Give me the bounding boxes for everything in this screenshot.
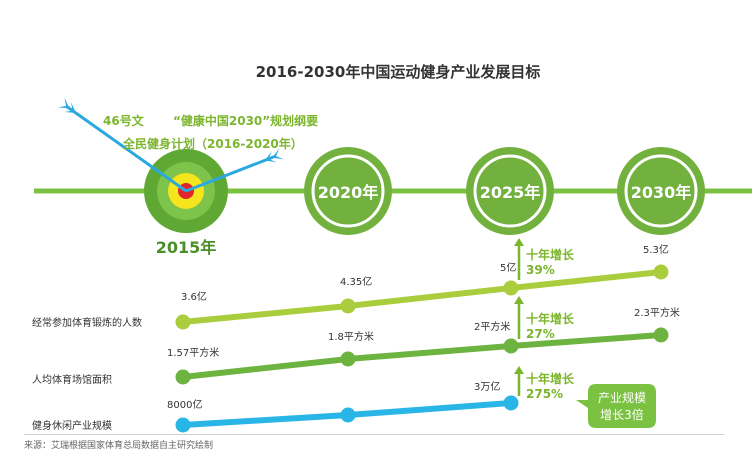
source-divider [24, 434, 724, 435]
policy-46: 46号文 [103, 113, 145, 128]
data-label: 3万亿 [474, 380, 500, 393]
source-note: 来源：艾瑞根据国家体育总局数据自主研究绘制 [24, 441, 214, 451]
policy-fitness-plan: 全民健身计划（2016-2020年） [122, 136, 303, 151]
data-label: 1.57平方米 [167, 346, 219, 359]
data-point [503, 338, 519, 354]
milestone-label: 2020年 [318, 183, 379, 202]
arrow-right-shaft [185, 154, 277, 193]
data-label: 5.3亿 [643, 243, 669, 256]
growth-arrow-head [514, 238, 524, 246]
series-label: 人均体育场馆面积 [32, 373, 112, 386]
series-label: 经常参加体育锻炼的人数 [32, 316, 142, 329]
data-label: 5亿 [500, 261, 516, 274]
milestone-circle-outer [304, 147, 392, 235]
data-point [340, 351, 356, 367]
milestone-circle-outer [466, 147, 554, 235]
callout-line-2: 增长3倍 [600, 407, 644, 422]
growth-arrow-head [514, 366, 524, 374]
growth-title: 十年增长 [526, 247, 575, 262]
data-point [503, 395, 519, 411]
data-label: 2.3平方米 [634, 306, 680, 319]
arrow-right-fletch [272, 148, 284, 160]
data-point [653, 264, 669, 280]
growth-title: 十年增长 [526, 311, 575, 326]
data-point [340, 298, 356, 314]
milestone-circle-ring [311, 154, 385, 228]
growth-value: 39% [526, 263, 555, 277]
arrow-right-fletch [264, 151, 277, 163]
data-point [653, 327, 669, 343]
callout-bubble [576, 384, 656, 428]
data-label: 1.8平方米 [328, 330, 374, 343]
data-label: 3.6亿 [181, 290, 207, 303]
milestone-circle-ring [473, 154, 547, 228]
data-label: 8000亿 [167, 398, 202, 411]
callout-line-1: 产业规模 [598, 390, 646, 405]
arrow-left-shaft [65, 104, 187, 193]
milestone-label: 2025年 [480, 183, 541, 202]
data-label: 4.35亿 [340, 275, 372, 288]
policy-healthy-china: “健康中国2030”规划纲要 [173, 113, 318, 128]
milestone-circle-outer [617, 147, 705, 235]
data-point [503, 280, 519, 296]
data-point [340, 407, 356, 423]
arrow-left-fletch [64, 102, 76, 113]
growth-value: 27% [526, 327, 555, 341]
data-point [175, 369, 191, 385]
series-line-1 [180, 269, 664, 325]
data-label: 2平方米 [474, 320, 510, 333]
series-label: 健身休闲产业规模 [32, 419, 112, 432]
data-point [175, 417, 191, 433]
data-point [175, 314, 191, 330]
chart-title: 2016-2030年中国运动健身产业发展目标 [256, 63, 541, 81]
growth-value: 275% [526, 387, 563, 401]
start-year-label: 2015年 [156, 238, 217, 257]
growth-title: 十年增长 [526, 371, 575, 386]
series-line-2 [180, 332, 664, 380]
arrow-left-fletch [57, 97, 70, 109]
growth-arrow-head [514, 296, 524, 304]
milestone-label: 2030年 [631, 183, 692, 202]
milestone-circle-ring [624, 154, 698, 228]
